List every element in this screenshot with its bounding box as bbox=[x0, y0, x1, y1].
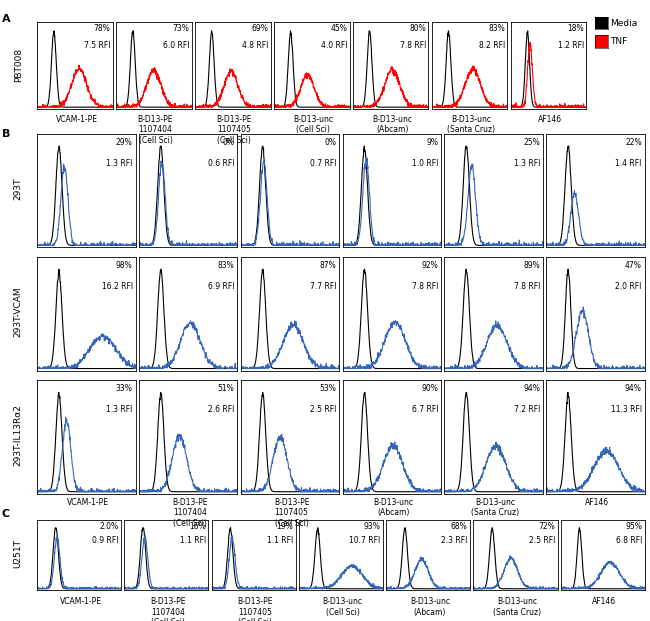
Text: 94%: 94% bbox=[625, 384, 642, 393]
Text: B-D13-unc
(Abcam): B-D13-unc (Abcam) bbox=[372, 115, 412, 134]
Text: B-D13-unc
(Santa Cruz): B-D13-unc (Santa Cruz) bbox=[493, 597, 541, 617]
Text: 6.7 RFI: 6.7 RFI bbox=[411, 406, 438, 414]
Text: 6.9 RFI: 6.9 RFI bbox=[208, 282, 235, 291]
Text: B-D13-unc
(Cell Sci): B-D13-unc (Cell Sci) bbox=[293, 115, 333, 134]
Text: 16.2 RFI: 16.2 RFI bbox=[101, 282, 133, 291]
Text: 90%: 90% bbox=[421, 384, 438, 393]
Text: 87%: 87% bbox=[320, 261, 336, 270]
Text: 29%: 29% bbox=[116, 137, 133, 147]
Text: 94%: 94% bbox=[523, 384, 540, 393]
Text: 9%: 9% bbox=[426, 137, 438, 147]
Text: VCAM-1-PE: VCAM-1-PE bbox=[55, 115, 98, 124]
Text: 0.6 RFI: 0.6 RFI bbox=[208, 159, 235, 168]
Text: B-D13-unc
(Abcam): B-D13-unc (Abcam) bbox=[374, 498, 413, 517]
Text: 1.2 RFI: 1.2 RFI bbox=[558, 41, 584, 50]
Text: 293T-VCAM: 293T-VCAM bbox=[14, 287, 23, 337]
Text: 7.8 RFI: 7.8 RFI bbox=[514, 282, 540, 291]
Text: 7.8 RFI: 7.8 RFI bbox=[412, 282, 438, 291]
Text: A: A bbox=[2, 14, 10, 24]
Text: B-D13-unc
(Santa Cruz): B-D13-unc (Santa Cruz) bbox=[471, 498, 519, 517]
Text: 1.3 RFI: 1.3 RFI bbox=[107, 406, 133, 414]
Text: 0.9 RFI: 0.9 RFI bbox=[92, 536, 118, 545]
Text: 1.4 RFI: 1.4 RFI bbox=[616, 159, 642, 168]
Text: 83%: 83% bbox=[218, 261, 235, 270]
Text: 68%: 68% bbox=[451, 522, 468, 532]
Text: 95%: 95% bbox=[625, 522, 642, 532]
Text: 10.7 RFI: 10.7 RFI bbox=[349, 536, 380, 545]
Text: 1.3 RFI: 1.3 RFI bbox=[107, 159, 133, 168]
Text: 45%: 45% bbox=[330, 24, 347, 34]
Text: 93%: 93% bbox=[363, 522, 380, 532]
Text: 92%: 92% bbox=[421, 261, 438, 270]
Text: B-D13-PE
1107405
(Cell Sci): B-D13-PE 1107405 (Cell Sci) bbox=[274, 498, 309, 528]
Text: 89%: 89% bbox=[523, 261, 540, 270]
Text: 0%: 0% bbox=[222, 137, 235, 147]
Text: 293T: 293T bbox=[14, 178, 23, 200]
Text: TNF: TNF bbox=[610, 37, 627, 46]
Text: 293T-IL13Rα2: 293T-IL13Rα2 bbox=[14, 404, 23, 466]
Text: C: C bbox=[2, 509, 10, 519]
Text: Media: Media bbox=[610, 19, 637, 27]
Text: 22%: 22% bbox=[625, 137, 642, 147]
Text: 19%: 19% bbox=[276, 522, 293, 532]
Text: 2.0 RFI: 2.0 RFI bbox=[616, 282, 642, 291]
Text: 7.5 RFI: 7.5 RFI bbox=[84, 41, 111, 50]
Text: 78%: 78% bbox=[94, 24, 111, 34]
Text: 83%: 83% bbox=[488, 24, 505, 34]
Text: 0.7 RFI: 0.7 RFI bbox=[310, 159, 336, 168]
Text: 2.5 RFI: 2.5 RFI bbox=[528, 536, 555, 545]
Text: 2.6 RFI: 2.6 RFI bbox=[208, 406, 235, 414]
Text: 7.7 RFI: 7.7 RFI bbox=[310, 282, 336, 291]
Text: AF146: AF146 bbox=[592, 597, 616, 606]
Text: VCAM-1-PE: VCAM-1-PE bbox=[67, 498, 109, 507]
Text: VCAM-1-PE: VCAM-1-PE bbox=[60, 597, 101, 606]
Text: 47%: 47% bbox=[625, 261, 642, 270]
Text: B-D13-PE
1107405
(Cell Sci): B-D13-PE 1107405 (Cell Sci) bbox=[237, 597, 273, 621]
Text: 69%: 69% bbox=[252, 24, 268, 34]
Text: 2.0%: 2.0% bbox=[99, 522, 118, 532]
Text: PBT008: PBT008 bbox=[14, 48, 23, 82]
Text: 16%: 16% bbox=[189, 522, 206, 532]
Text: B: B bbox=[2, 129, 10, 138]
Text: 6.8 RFI: 6.8 RFI bbox=[616, 536, 642, 545]
Text: 8.2 RFI: 8.2 RFI bbox=[479, 41, 505, 50]
Text: 72%: 72% bbox=[538, 522, 555, 532]
Text: 98%: 98% bbox=[116, 261, 133, 270]
Text: 4.0 RFI: 4.0 RFI bbox=[320, 41, 347, 50]
Text: B-D13-PE
1107404
(Cell Sci): B-D13-PE 1107404 (Cell Sci) bbox=[150, 597, 186, 621]
Text: 2.3 RFI: 2.3 RFI bbox=[441, 536, 468, 545]
Text: 1.1 RFI: 1.1 RFI bbox=[267, 536, 293, 545]
Text: B-D13-PE
1107405
(Cell Sci): B-D13-PE 1107405 (Cell Sci) bbox=[216, 115, 252, 145]
Text: 2.5 RFI: 2.5 RFI bbox=[310, 406, 336, 414]
Text: 53%: 53% bbox=[319, 384, 336, 393]
Text: 7.8 RFI: 7.8 RFI bbox=[400, 41, 426, 50]
Text: B-D13-unc
(Abcam): B-D13-unc (Abcam) bbox=[410, 597, 450, 617]
Text: 6.0 RFI: 6.0 RFI bbox=[163, 41, 189, 50]
Text: 1.1 RFI: 1.1 RFI bbox=[179, 536, 206, 545]
Text: 4.8 RFI: 4.8 RFI bbox=[242, 41, 268, 50]
Text: B-D13-unc
(Santa Cruz): B-D13-unc (Santa Cruz) bbox=[447, 115, 495, 134]
Text: 80%: 80% bbox=[410, 24, 426, 34]
Text: 0%: 0% bbox=[324, 137, 336, 147]
Text: U251T: U251T bbox=[14, 539, 23, 568]
Text: 33%: 33% bbox=[116, 384, 133, 393]
Text: 1.3 RFI: 1.3 RFI bbox=[514, 159, 540, 168]
Text: 11.3 RFI: 11.3 RFI bbox=[611, 406, 642, 414]
Text: 73%: 73% bbox=[172, 24, 189, 34]
Text: B-D13-PE
1107404
(Cell Sci): B-D13-PE 1107404 (Cell Sci) bbox=[138, 115, 173, 145]
Text: B-D13-unc
(Cell Sci): B-D13-unc (Cell Sci) bbox=[322, 597, 363, 617]
Text: 7.2 RFI: 7.2 RFI bbox=[514, 406, 540, 414]
Text: AF146: AF146 bbox=[585, 498, 609, 507]
Text: 25%: 25% bbox=[523, 137, 540, 147]
Text: 18%: 18% bbox=[567, 24, 584, 34]
Text: 1.0 RFI: 1.0 RFI bbox=[412, 159, 438, 168]
Text: B-D13-PE
1107404
(Cell Sci): B-D13-PE 1107404 (Cell Sci) bbox=[172, 498, 207, 528]
Text: AF146: AF146 bbox=[538, 115, 562, 124]
Text: 51%: 51% bbox=[218, 384, 235, 393]
